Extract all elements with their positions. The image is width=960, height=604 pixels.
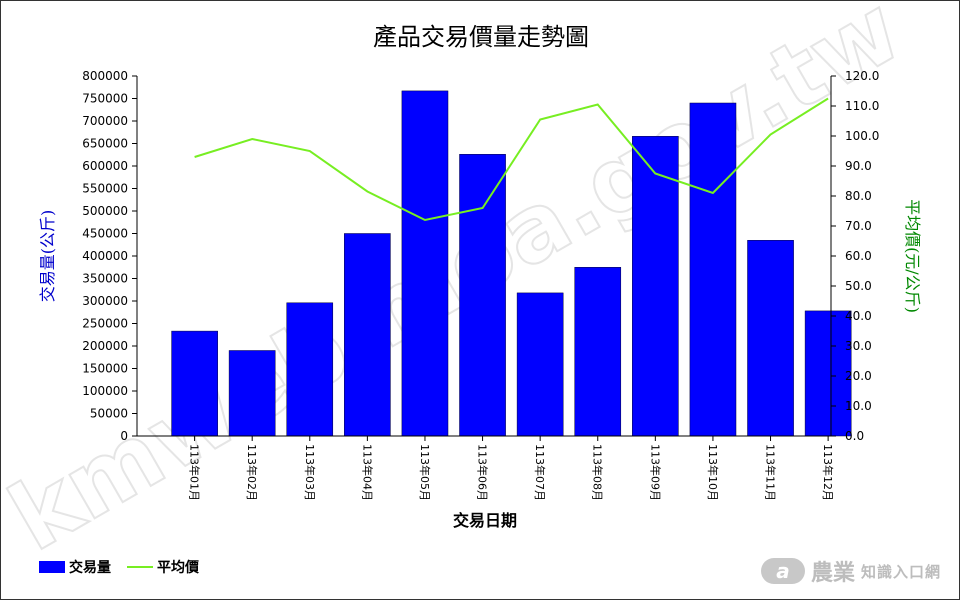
y-tick-label: 550000 <box>82 182 128 196</box>
line-group <box>194 97 829 222</box>
x-tick-label: 113年01月 <box>188 444 202 501</box>
y-tick-label: 400000 <box>82 249 128 263</box>
x-axis-label: 交易日期 <box>453 511 517 530</box>
x-tick-label: 113年10月 <box>706 444 720 501</box>
x-tick-label: 113年12月 <box>821 444 835 501</box>
legend-bar-label: 交易量 <box>69 560 111 576</box>
y-tick-label: 0 <box>120 429 128 443</box>
y-tick-label: 300000 <box>82 294 128 308</box>
bar-8 <box>574 267 622 437</box>
y-tick-label: 50000 <box>90 407 128 421</box>
y2-axis-label: 平均價(元/公斤) <box>903 199 922 313</box>
bar-9 <box>632 136 679 437</box>
y-tick-label: 200000 <box>82 339 128 353</box>
y-tick-label: 450000 <box>82 227 128 241</box>
bar-12 <box>804 310 852 437</box>
logo-big-text: 農業 <box>810 561 855 586</box>
x-tick-label: 113年06月 <box>476 444 490 501</box>
x-tick-label: 113年02月 <box>245 444 259 501</box>
y-tick-label: 500000 <box>82 204 128 218</box>
legend: 交易量 平均價 <box>39 557 199 577</box>
legend-line-swatch <box>127 566 153 568</box>
x-tick-label: 113年03月 <box>303 444 317 501</box>
y-tick-label: 350000 <box>82 272 128 286</box>
bar-4 <box>344 233 391 437</box>
y2-tick-label: 30.0 <box>845 339 872 353</box>
bar-10 <box>689 102 737 437</box>
bar-11 <box>747 240 794 437</box>
y-tick-label: 600000 <box>82 159 128 173</box>
x-tick-label: 113年04月 <box>360 444 374 501</box>
y2-tick-label: 0.0 <box>845 429 864 443</box>
y2-tick-labels: 0.0 10.0 20.0 30.0 40.0 50.0 60.0 70.0 80.0 90.0 1… <box>845 69 879 443</box>
y2-tick-label: 90.0 <box>845 159 872 173</box>
legend-item-volume[interactable]: 交易量 <box>39 557 111 577</box>
y-tick-label: 650000 <box>82 137 128 151</box>
x-tick-labels: 113年01月 113年02月 113年03月 113年04月 113年05月 113年0… <box>188 444 835 501</box>
x-tick-label: 113年11月 <box>764 444 778 501</box>
bar-5 <box>401 90 449 437</box>
bar-1 <box>171 330 218 437</box>
y2-tick-label: 120.0 <box>845 69 879 83</box>
legend-bar-swatch <box>39 561 65 573</box>
x-tick-label: 113年09月 <box>648 444 662 501</box>
y2-tick-label: 20.0 <box>845 369 872 383</box>
bar-2 <box>228 350 276 437</box>
logo-mark-icon: a <box>760 558 805 584</box>
y-tick-label: 800000 <box>82 69 128 83</box>
y-tick-label: 150000 <box>82 362 128 376</box>
x-tick-label: 113年05月 <box>418 444 432 501</box>
logo-small-text: 知識入口網 <box>860 562 941 581</box>
x-tick-label: 113年08月 <box>591 444 605 501</box>
legend-line-label: 平均價 <box>157 560 199 576</box>
bars-group <box>171 90 852 437</box>
y-tick-label: 250000 <box>82 317 128 331</box>
y2-tick-label: 60.0 <box>845 249 872 263</box>
y-tick-label: 700000 <box>82 114 128 128</box>
x-tick-label: 113年07月 <box>533 444 547 501</box>
brand-logo[interactable]: a 農業 知識入口網 <box>760 553 941 589</box>
price-line <box>194 97 829 222</box>
chart-title: 產品交易價量走勢圖 <box>373 23 589 51</box>
axes-group <box>132 75 836 441</box>
y-tick-label: 100000 <box>82 384 128 398</box>
y-tick-label: 750000 <box>82 92 128 106</box>
bar-3 <box>286 302 334 437</box>
y-tick-labels: 0 50000 100000 150000 200000 250000 300000 3500… <box>82 69 128 443</box>
legend-item-price[interactable]: 平均價 <box>127 557 199 577</box>
y2-tick-label: 80.0 <box>845 189 872 203</box>
bar-6 <box>459 154 506 437</box>
bar-7 <box>516 292 564 437</box>
y2-tick-label: 70.0 <box>845 219 872 233</box>
y2-tick-label: 10.0 <box>845 399 872 413</box>
y2-tick-label: 50.0 <box>845 279 872 293</box>
y-axis-label: 交易量(公斤) <box>38 210 57 303</box>
y2-tick-label: 40.0 <box>845 309 872 323</box>
y2-tick-label: 110.0 <box>845 99 879 113</box>
y2-tick-label: 100.0 <box>845 129 879 143</box>
